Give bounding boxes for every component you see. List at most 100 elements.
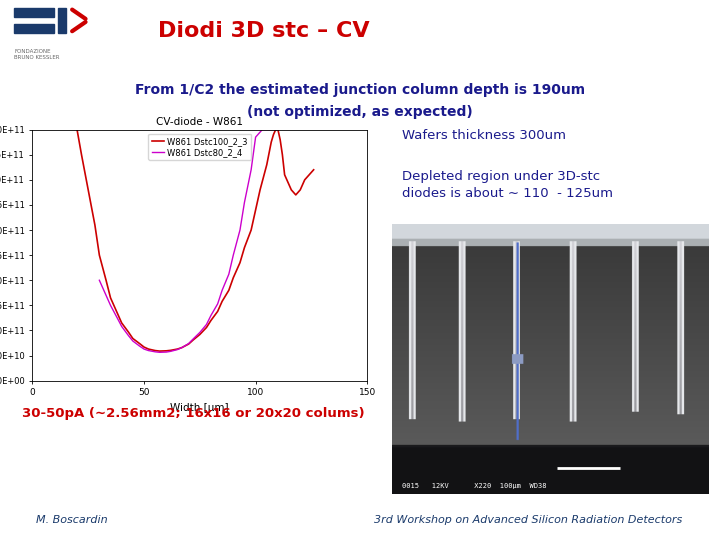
W861 Dstc80_2_4	[207, 312, 215, 319]
W861 Dstc100_2_3	[140, 344, 148, 350]
Line: W861 Dstc100_2_3: W861 Dstc100_2_3	[77, 130, 314, 351]
W861 Dstc80_2_4	[174, 346, 181, 353]
W861 Dstc80_2_4	[178, 345, 186, 351]
W861 Dstc100_2_3	[251, 207, 260, 213]
W861 Dstc80_2_4	[218, 287, 227, 294]
W861 Dstc100_2_3	[213, 308, 222, 315]
Bar	[14, 8, 54, 17]
W861 Dstc80_2_4	[166, 348, 175, 355]
W861 Dstc80_2_4	[258, 126, 266, 133]
W861 Dstc100_2_3	[280, 172, 289, 178]
W861 Dstc80_2_4	[162, 349, 171, 355]
W861 Dstc80_2_4	[196, 329, 204, 336]
W861 Dstc100_2_3	[156, 348, 164, 354]
Text: Diodi 3D stc – CV: Diodi 3D stc – CV	[158, 21, 370, 40]
Text: Depleted region under 3D-stc
diodes is about ∼ 110  - 125um: Depleted region under 3D-stc diodes is a…	[402, 170, 613, 200]
W861 Dstc100_2_3	[151, 347, 160, 354]
W861 Dstc80_2_4	[144, 347, 153, 354]
Text: M. Boscardin: M. Boscardin	[36, 515, 107, 525]
W861 Dstc80_2_4	[129, 338, 138, 345]
W861 Dstc100_2_3	[235, 259, 244, 266]
W861 Dstc100_2_3	[267, 139, 276, 145]
W861 Dstc100_2_3	[240, 245, 249, 251]
W861 Dstc100_2_3	[305, 172, 313, 178]
W861 Dstc100_2_3	[178, 345, 186, 351]
W861 Dstc80_2_4	[229, 252, 238, 259]
Bar	[58, 8, 66, 33]
Title: CV-diode - W861: CV-diode - W861	[156, 117, 243, 127]
W861 Dstc100_2_3	[262, 161, 271, 168]
W861 Dstc100_2_3	[271, 126, 280, 133]
W861 Dstc100_2_3	[73, 126, 81, 133]
W861 Dstc100_2_3	[287, 187, 296, 193]
W861 Dstc80_2_4	[140, 346, 148, 352]
Text: (not optimized, as expected): (not optimized, as expected)	[247, 105, 473, 119]
Text: 0015   12KV      X220  100μm  WD38: 0015 12KV X220 100μm WD38	[402, 483, 546, 489]
W861 Dstc100_2_3	[77, 152, 86, 158]
W861 Dstc100_2_3	[269, 131, 278, 138]
W861 Dstc100_2_3	[282, 177, 291, 183]
W861 Dstc100_2_3	[202, 324, 211, 330]
W861 Dstc100_2_3	[207, 317, 215, 323]
Text: 3rd Workshop on Advanced Silicon Radiation Detectors: 3rd Workshop on Advanced Silicon Radiati…	[374, 515, 683, 525]
W861 Dstc100_2_3	[117, 320, 126, 326]
W861 Dstc80_2_4	[113, 315, 122, 321]
Text: Wafers thickness 300um: Wafers thickness 300um	[402, 129, 566, 142]
W861 Dstc80_2_4	[107, 302, 115, 309]
W861 Dstc100_2_3	[196, 331, 204, 338]
W861 Dstc80_2_4	[124, 332, 132, 339]
W861 Dstc80_2_4	[151, 349, 160, 355]
W861 Dstc80_2_4	[156, 349, 164, 355]
W861 Dstc80_2_4	[225, 271, 233, 278]
W861 Dstc100_2_3	[113, 309, 122, 316]
W861 Dstc100_2_3	[256, 187, 264, 193]
W861 Dstc80_2_4	[251, 134, 260, 140]
W861 Dstc100_2_3	[189, 337, 197, 343]
W861 Dstc100_2_3	[174, 346, 181, 352]
W861 Dstc100_2_3	[229, 274, 238, 281]
W861 Dstc100_2_3	[129, 335, 138, 342]
W861 Dstc100_2_3	[162, 348, 171, 354]
W861 Dstc100_2_3	[247, 227, 256, 233]
W861 Dstc80_2_4	[184, 340, 193, 347]
W861 Dstc100_2_3	[292, 192, 300, 198]
W861 Dstc80_2_4	[247, 166, 256, 173]
Legend: W861 Dstc100_2_3, W861 Dstc80_2_4: W861 Dstc100_2_3, W861 Dstc80_2_4	[148, 134, 251, 160]
W861 Dstc80_2_4	[102, 292, 110, 299]
W861 Dstc100_2_3	[300, 177, 309, 183]
W861 Dstc100_2_3	[218, 298, 227, 305]
W861 Dstc100_2_3	[225, 287, 233, 294]
X-axis label: Width [μm]: Width [μm]	[171, 403, 229, 413]
W861 Dstc80_2_4	[262, 126, 271, 133]
Line: W861 Dstc80_2_4: W861 Dstc80_2_4	[99, 130, 278, 352]
W861 Dstc80_2_4	[213, 301, 222, 307]
W861 Dstc80_2_4	[202, 321, 211, 328]
Text: 30-50pA (∼2.56mm2; 16x16 or 20x20 colums): 30-50pA (∼2.56mm2; 16x16 or 20x20 colums…	[22, 407, 364, 420]
W861 Dstc100_2_3	[144, 346, 153, 352]
W861 Dstc80_2_4	[135, 343, 144, 349]
W861 Dstc100_2_3	[278, 152, 287, 158]
W861 Dstc80_2_4	[189, 336, 197, 342]
Bar	[14, 24, 54, 33]
W861 Dstc100_2_3	[284, 181, 294, 188]
W861 Dstc100_2_3	[135, 340, 144, 347]
W861 Dstc100_2_3	[107, 295, 115, 301]
W861 Dstc100_2_3	[276, 137, 284, 143]
W861 Dstc80_2_4	[95, 277, 104, 284]
W861 Dstc80_2_4	[269, 126, 278, 133]
W861 Dstc100_2_3	[124, 329, 132, 335]
W861 Dstc100_2_3	[91, 222, 99, 228]
W861 Dstc100_2_3	[296, 187, 305, 193]
Text: From 1/C2 the estimated junction column depth is 190um: From 1/C2 the estimated junction column …	[135, 83, 585, 97]
W861 Dstc100_2_3	[95, 252, 104, 259]
W861 Dstc80_2_4	[274, 126, 282, 133]
W861 Dstc100_2_3	[274, 126, 282, 133]
W861 Dstc100_2_3	[84, 187, 92, 193]
W861 Dstc100_2_3	[166, 347, 175, 354]
W861 Dstc100_2_3	[184, 341, 193, 347]
Text: FONDAZIONE
BRUNO KESSLER: FONDAZIONE BRUNO KESSLER	[14, 49, 60, 59]
W861 Dstc80_2_4	[117, 323, 126, 330]
W861 Dstc100_2_3	[102, 277, 110, 284]
W861 Dstc80_2_4	[235, 227, 244, 233]
W861 Dstc100_2_3	[310, 166, 318, 173]
